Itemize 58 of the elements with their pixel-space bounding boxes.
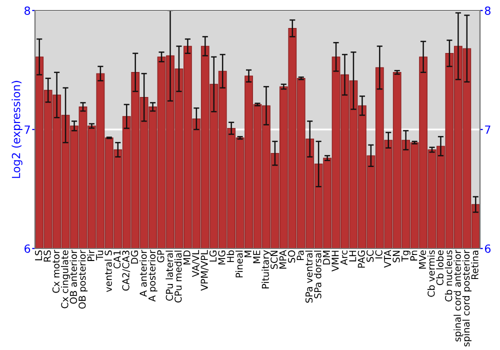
x-tick-label: PAG [358,250,365,268]
x-tick-label: MD [183,250,190,264]
x-tick-label: SCN [270,250,278,269]
y-tick-label: 7 [24,126,30,134]
x-tick-label: DG [130,250,138,264]
x-tick-label: RS [44,250,51,262]
y2-tick-label: 6 [484,244,491,253]
x-tick-label: MPA [279,250,286,269]
x-tick-label: OB posterior [78,250,88,309]
x-tick-label: SO [288,250,296,263]
x-tick-label: Pn [410,250,418,260]
x-tick-label: Cb lobe [436,250,444,286]
x-tick-label: Tg [402,250,410,262]
y-tick-label: 6 [24,244,30,253]
x-tick-label: ventral S [104,250,112,292]
x-tick-label: Pituitary [262,250,271,288]
x-tick-label: LS [34,250,42,260]
x-tick-label: CPu lateral [166,250,173,301]
x-tick-label: CA1 [113,250,121,268]
x-tick-label: Pir [87,250,94,261]
x-tick-label: spinal cord posterior [462,250,472,346]
x-tick-label: SPa dorsal [314,250,322,298]
x-tick-label: Pineal [235,250,243,278]
x-tick-label: Hb [226,250,234,262]
x-tick-label: LG [209,250,217,262]
x-tick-label: Pa [296,250,304,260]
x-tick-label: Cx cingulate [60,250,70,308]
x-tick-label: VMH [332,250,339,272]
y2-tick-label: 7 [485,126,490,134]
x-tick-label: SPa ventral [305,250,313,303]
y-tick-label: 8 [24,6,30,15]
x-tick-label: Tu [96,250,104,260]
x-tick-label: A posterior [148,250,158,302]
x-tick-label: DM [323,250,330,264]
x-tick-label: VPM/VPL [200,250,209,291]
x-tick-label: SC [366,250,374,262]
x-tick-label: OB anterior [70,250,78,304]
x-tick-label: A anterior [140,250,147,297]
y2-tick-label: 8 [484,6,490,15]
x-tick-label: CA2/CA3 [122,250,130,291]
x-tick-label: Cb vermis [427,250,435,297]
x-tick-label: ME [253,250,260,264]
x-tick-label: Cb nucleus [444,250,452,302]
x-tick-label: Cx motor [52,250,60,293]
x-tick-label: SN [392,250,400,262]
x-tick-label: LH [349,250,356,262]
x-tick-label: VA/VL [192,250,200,278]
x-tick-label: GP [157,250,164,262]
y-axis-title: Log2 (expression) [12,80,22,178]
x-tick-label: VTA [384,250,391,268]
x-tick-label: IC [375,250,382,258]
x-tick-label: MG [218,250,226,264]
x-tick-label: Retina [471,250,478,280]
x-tick-label: spinal cord anterior [454,250,463,342]
x-tick-label: M [244,250,252,258]
x-tick-label: MVe [419,250,426,269]
x-tick-label: CPu medial [174,250,182,303]
x-tick-label: Arc [340,250,348,266]
